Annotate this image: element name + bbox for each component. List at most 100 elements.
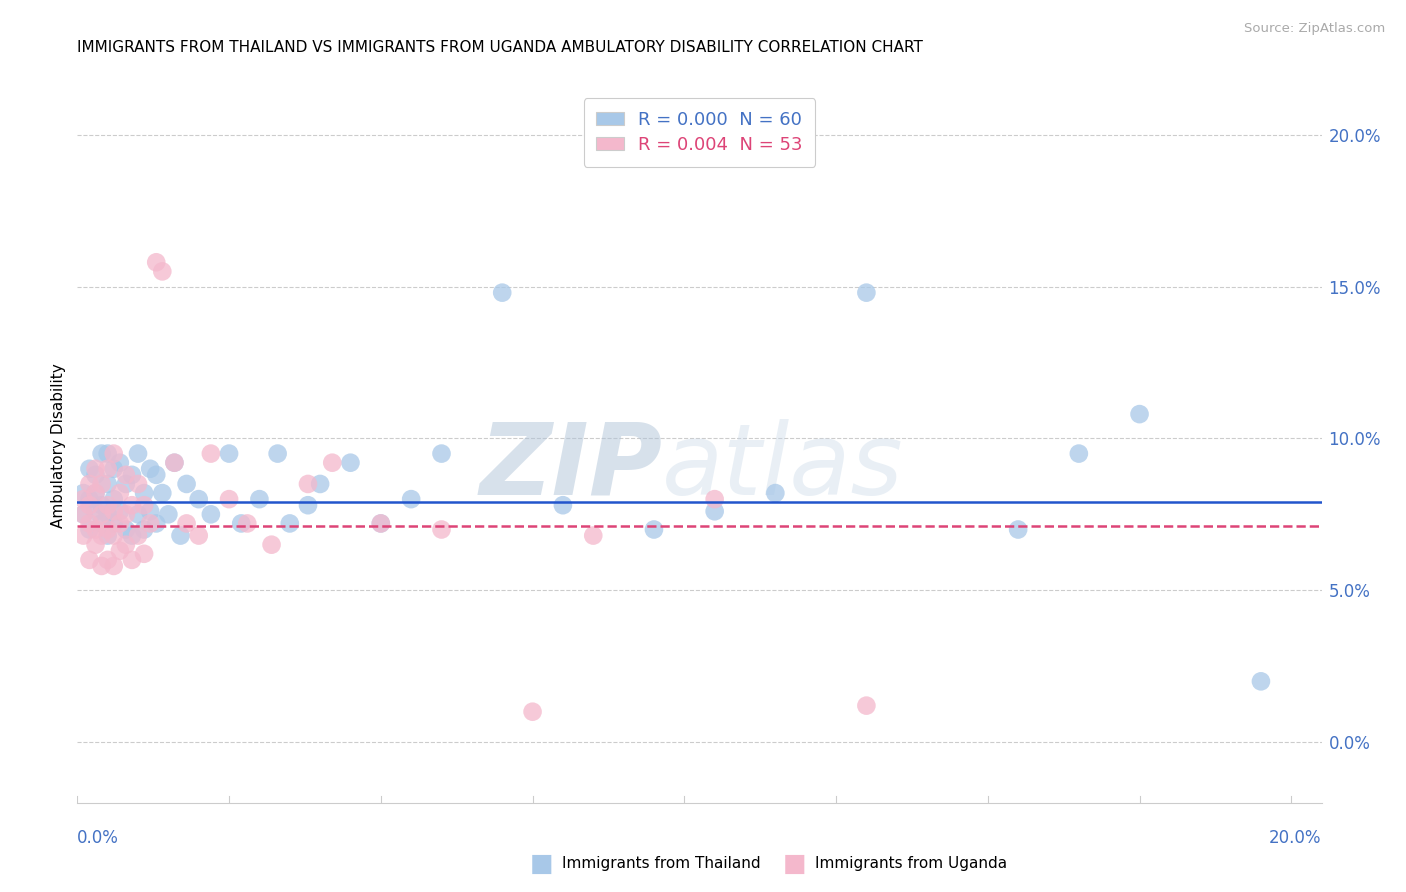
Point xyxy=(103,447,125,461)
Point xyxy=(163,456,186,470)
Point xyxy=(84,523,107,537)
Point xyxy=(84,486,107,500)
Point xyxy=(108,516,131,531)
Point xyxy=(121,528,143,542)
Point xyxy=(127,447,149,461)
Point xyxy=(90,477,112,491)
Text: ■: ■ xyxy=(783,852,806,875)
Point xyxy=(84,462,107,476)
Point xyxy=(79,553,101,567)
Point xyxy=(703,492,725,507)
Point xyxy=(97,477,120,491)
Point xyxy=(150,264,173,278)
Point xyxy=(127,477,149,491)
Point xyxy=(90,516,112,531)
Point xyxy=(103,516,125,531)
Point xyxy=(218,447,240,461)
Point xyxy=(84,538,107,552)
Point xyxy=(121,498,143,512)
Point xyxy=(139,516,162,531)
Point xyxy=(176,477,198,491)
Point xyxy=(97,498,120,512)
Point xyxy=(90,528,112,542)
Point xyxy=(72,508,94,522)
Point xyxy=(260,538,283,552)
Point xyxy=(121,553,143,567)
Point xyxy=(103,492,125,507)
Point xyxy=(145,255,167,269)
Point xyxy=(187,528,209,542)
Point xyxy=(108,486,131,500)
Point xyxy=(139,462,162,476)
Point xyxy=(121,467,143,482)
Point xyxy=(200,508,222,522)
Point xyxy=(855,285,877,300)
Point xyxy=(430,447,453,461)
Point xyxy=(72,492,94,507)
Point xyxy=(1067,447,1090,461)
Point xyxy=(132,498,155,512)
Point xyxy=(115,477,138,491)
Point xyxy=(84,486,107,500)
Point xyxy=(157,508,180,522)
Point xyxy=(108,456,131,470)
Point xyxy=(90,558,112,573)
Point xyxy=(763,486,786,500)
Point xyxy=(187,492,209,507)
Point xyxy=(297,498,319,512)
Point xyxy=(108,543,131,558)
Point xyxy=(491,285,513,300)
Point xyxy=(97,523,120,537)
Point xyxy=(103,558,125,573)
Point xyxy=(90,447,112,461)
Point xyxy=(399,492,422,507)
Point xyxy=(1250,674,1272,689)
Text: ■: ■ xyxy=(530,852,553,875)
Point xyxy=(145,467,167,482)
Point xyxy=(97,447,120,461)
Point xyxy=(249,492,271,507)
Point xyxy=(79,523,101,537)
Point xyxy=(79,498,101,512)
Point xyxy=(97,462,120,476)
Point xyxy=(278,516,301,531)
Text: Immigrants from Thailand: Immigrants from Thailand xyxy=(562,856,761,871)
Point xyxy=(236,516,259,531)
Point xyxy=(79,516,101,531)
Point xyxy=(297,477,319,491)
Point xyxy=(132,547,155,561)
Point xyxy=(79,492,101,507)
Point xyxy=(231,516,253,531)
Point xyxy=(145,516,167,531)
Point xyxy=(150,486,173,500)
Point xyxy=(200,447,222,461)
Point xyxy=(72,486,94,500)
Point xyxy=(84,504,107,518)
Point xyxy=(72,528,94,542)
Point xyxy=(266,447,288,461)
Point xyxy=(132,523,155,537)
Point xyxy=(79,462,101,476)
Point xyxy=(370,516,392,531)
Text: 20.0%: 20.0% xyxy=(1270,829,1322,847)
Point xyxy=(169,528,191,542)
Point xyxy=(309,477,332,491)
Point xyxy=(97,508,120,522)
Point xyxy=(97,528,120,542)
Text: atlas: atlas xyxy=(662,419,904,516)
Point xyxy=(115,508,138,522)
Point xyxy=(115,538,138,552)
Point xyxy=(115,467,138,482)
Point xyxy=(1007,523,1029,537)
Point xyxy=(218,492,240,507)
Point xyxy=(132,486,155,500)
Text: ZIP: ZIP xyxy=(479,419,662,516)
Text: 0.0%: 0.0% xyxy=(77,829,120,847)
Point xyxy=(127,508,149,522)
Point xyxy=(370,516,392,531)
Point xyxy=(79,477,101,491)
Point xyxy=(1128,407,1150,421)
Point xyxy=(643,523,665,537)
Point xyxy=(582,528,605,542)
Point xyxy=(551,498,574,512)
